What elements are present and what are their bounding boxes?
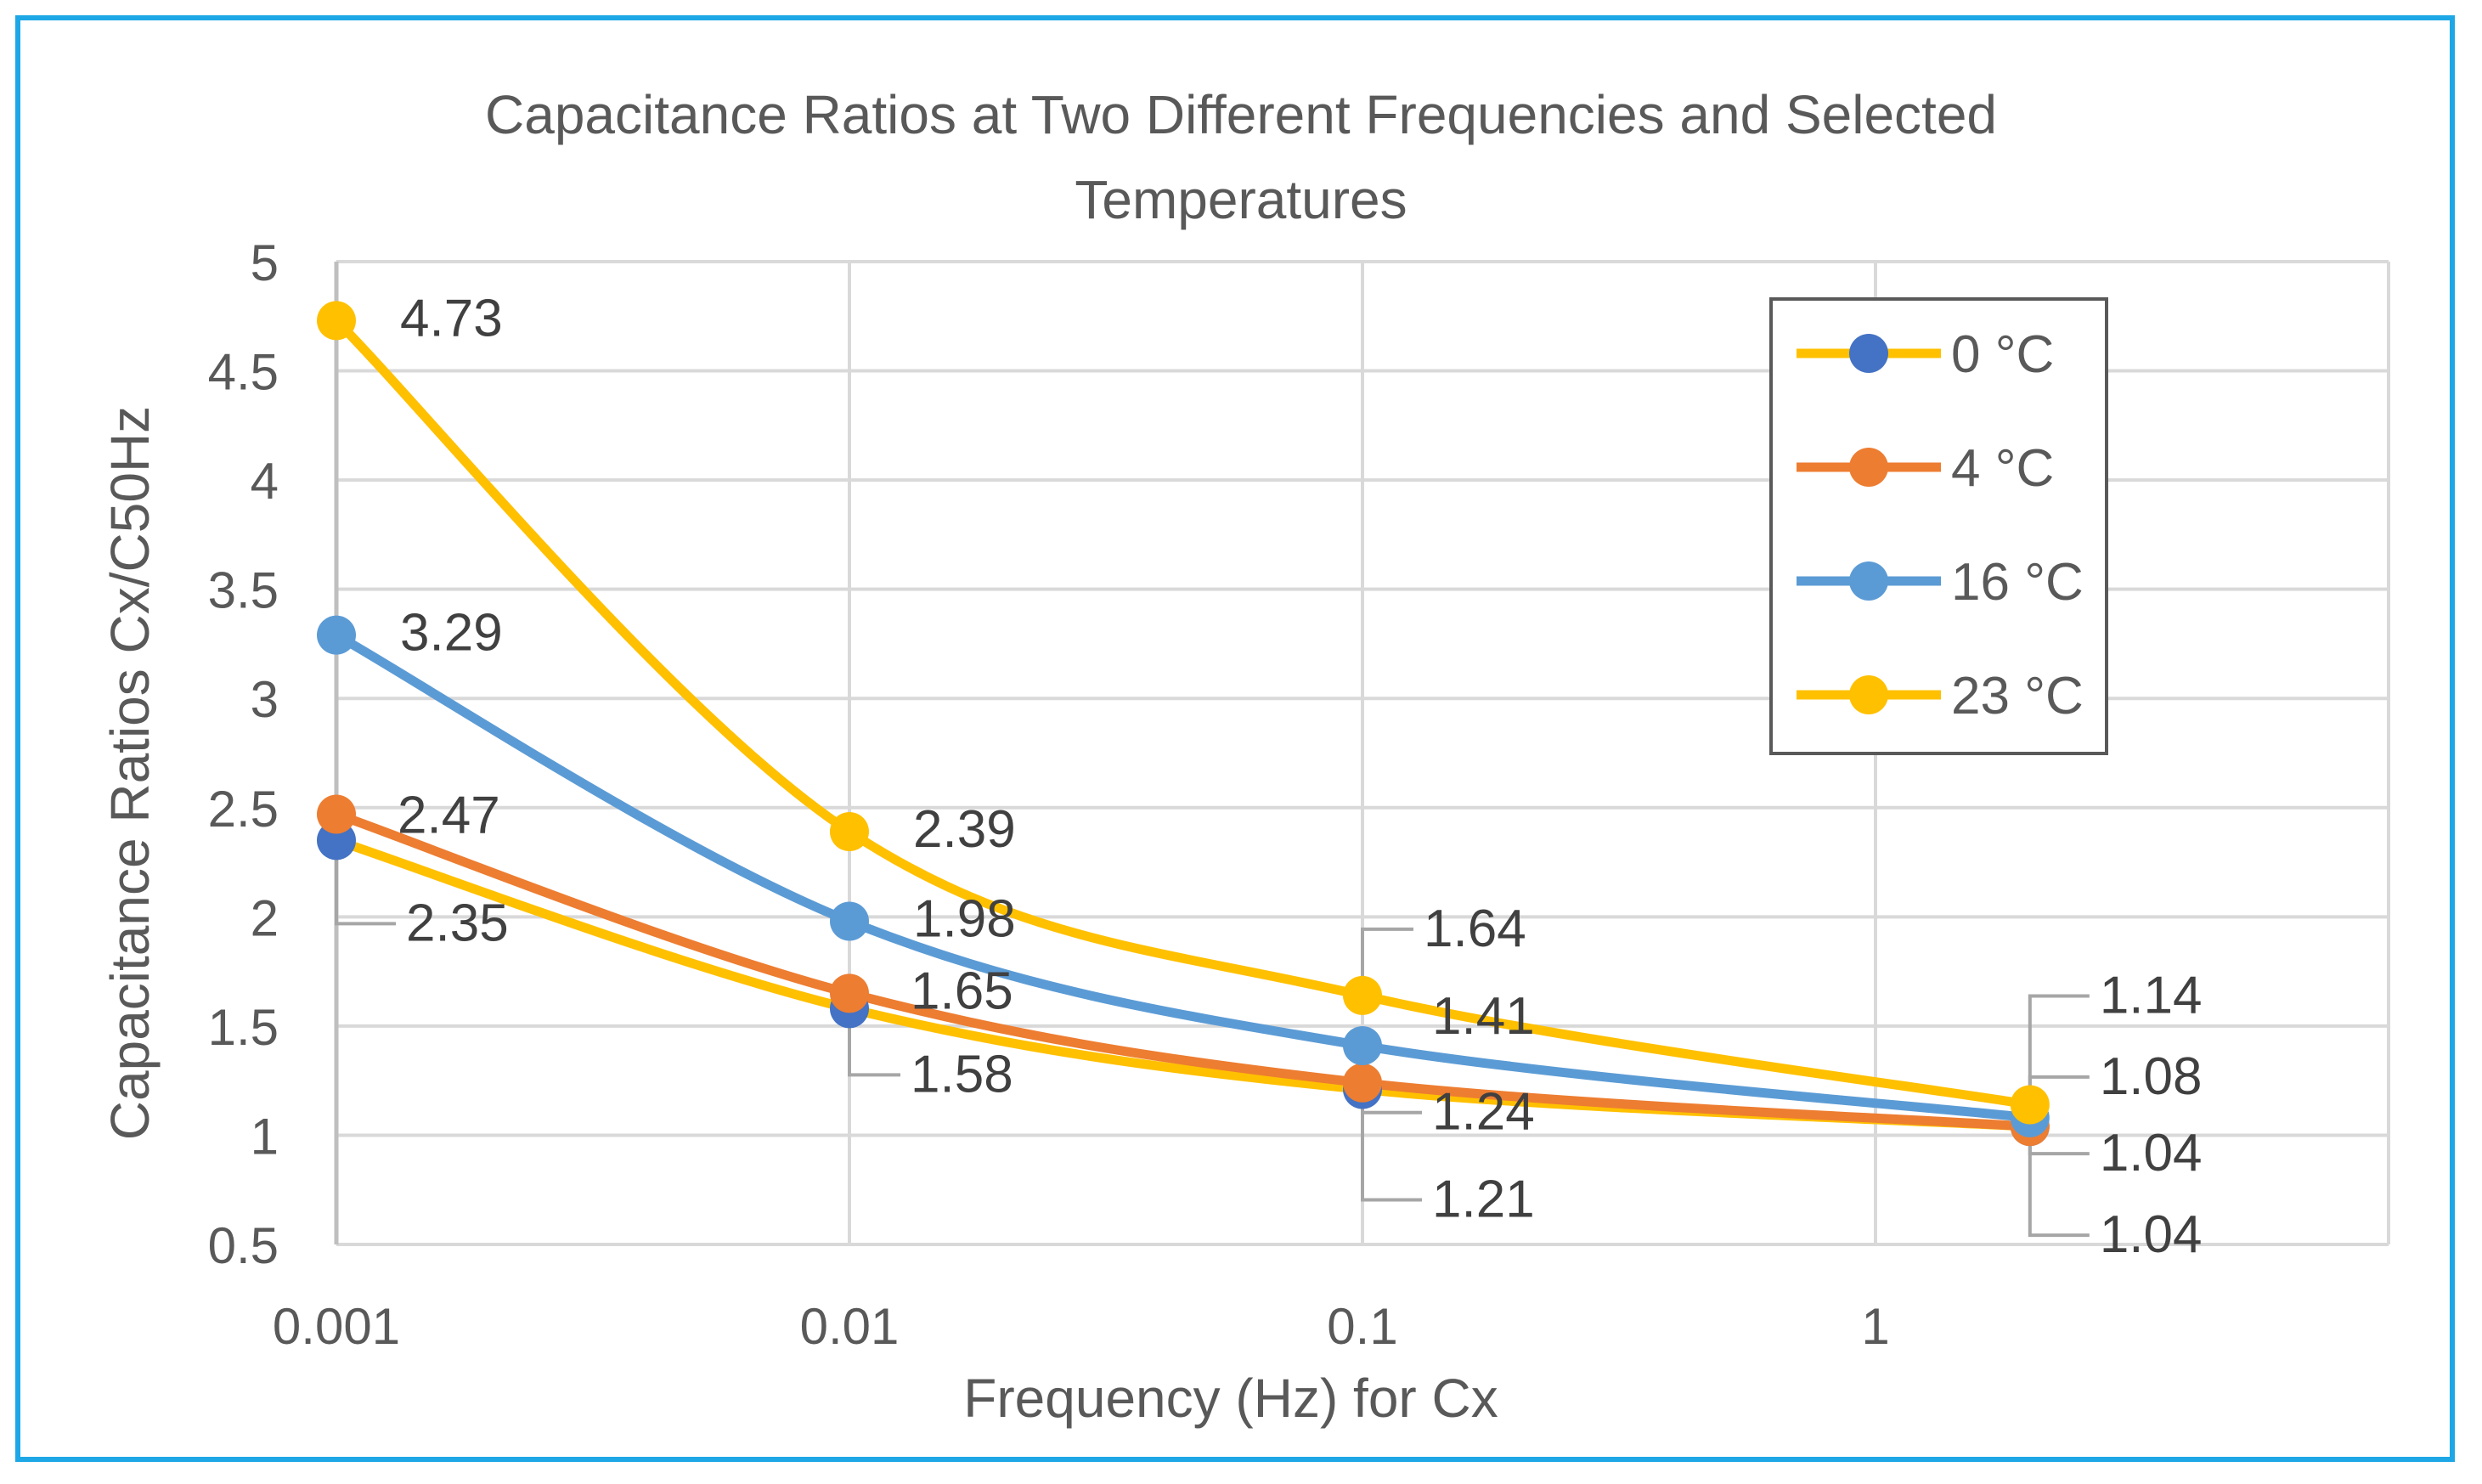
y-tick-label: 1 [251, 1108, 279, 1165]
data-label: 1.14 [2100, 966, 2203, 1024]
legend-box [1769, 297, 2108, 755]
data-label: 1.04 [2100, 1205, 2203, 1264]
data-label: 3.29 [400, 604, 503, 663]
data-label: 2.47 [398, 786, 500, 844]
data-label: 1.04 [2100, 1124, 2203, 1182]
x-tick-label: 0.001 [273, 1298, 400, 1355]
data-labels: 2.35 1.58 1.21 1.04 2.47 1.65 1.24 1.04 3.29 1.98… [398, 289, 2202, 1264]
label-leader [848, 1008, 900, 1077]
data-label: 1.64 [1424, 900, 1526, 958]
legend-label: 4 °C [1951, 439, 2054, 498]
data-point [1343, 975, 1382, 1015]
y-tick-label: 5 [251, 234, 279, 291]
x-tick-label: 0.1 [1327, 1298, 1397, 1355]
x-axis-ticks: 0.001 0.01 0.1 1 [273, 1298, 1890, 1355]
chart-frame [15, 15, 2455, 1462]
y-tick-label: 3.5 [208, 562, 279, 619]
data-label: 1.41 [1432, 987, 1535, 1046]
legend-swatch-marker [1849, 448, 1888, 487]
legend-swatch-marker [1849, 561, 1888, 601]
y-tick-label: 1.5 [208, 999, 279, 1056]
data-point [1343, 1063, 1382, 1103]
data-point [1343, 1026, 1382, 1066]
label-leader [335, 840, 396, 926]
y-tick-label: 2.5 [208, 781, 279, 838]
data-label: 1.65 [911, 962, 1013, 1020]
data-point [2010, 1085, 2050, 1125]
y-axis-ticks: 0.5 1 1.5 2 2.5 3 3.5 4 4.5 5 [208, 234, 279, 1274]
series-line-16-c [331, 630, 2035, 1123]
series-line-23-c [331, 315, 2035, 1109]
y-tick-label: 3 [251, 671, 279, 728]
data-label: 1.24 [1432, 1083, 1535, 1142]
label-leader-lines [335, 840, 2090, 1238]
data-label: 1.98 [913, 889, 1016, 948]
x-tick-label: 0.01 [800, 1298, 900, 1355]
y-tick-label: 4.5 [208, 344, 279, 401]
data-label: 2.35 [406, 894, 509, 952]
data-label: 1.08 [2100, 1047, 2203, 1106]
chart-title-line-1: Capacitance Ratios at Two Different Freq… [485, 84, 1997, 145]
legend-label: 16 °C [1951, 553, 2084, 612]
data-label: 1.21 [1432, 1170, 1535, 1228]
data-point [830, 973, 869, 1013]
legend-label: 23 °C [1951, 667, 2084, 725]
y-tick-label: 0.5 [208, 1217, 279, 1274]
label-leader [2028, 1126, 2090, 1238]
data-point [317, 794, 356, 834]
legend: 0 °C 4 °C 16 °C 23 °C [1769, 297, 2108, 755]
legend-swatch-marker [1849, 675, 1888, 714]
data-point [830, 812, 869, 852]
y-axis-title: Capacitance Ratios Cx/C50Hz [99, 406, 161, 1140]
data-point [317, 301, 356, 341]
y-tick-label: 2 [251, 889, 279, 946]
legend-label: 0 °C [1951, 325, 2054, 384]
series-line-4-c [331, 809, 2035, 1131]
label-leader [1361, 927, 1413, 996]
legend-swatch-marker [1849, 334, 1888, 373]
chart-title-line-2: Temperatures [1075, 169, 1407, 230]
data-label: 1.58 [911, 1045, 1013, 1103]
series-lines [331, 315, 2035, 1131]
label-leader [1361, 1089, 1422, 1202]
data-point [317, 615, 356, 655]
label-leader [2028, 994, 2090, 1105]
x-axis-title: Frequency (Hz) for Cx [963, 1368, 1498, 1429]
y-tick-label: 4 [251, 453, 279, 510]
x-tick-label: 1 [1861, 1298, 1889, 1355]
data-label: 4.73 [400, 289, 503, 347]
data-point [830, 901, 869, 941]
series-markers [317, 301, 2050, 1147]
data-label: 2.39 [913, 800, 1016, 859]
series-line-0-c [331, 835, 2035, 1131]
